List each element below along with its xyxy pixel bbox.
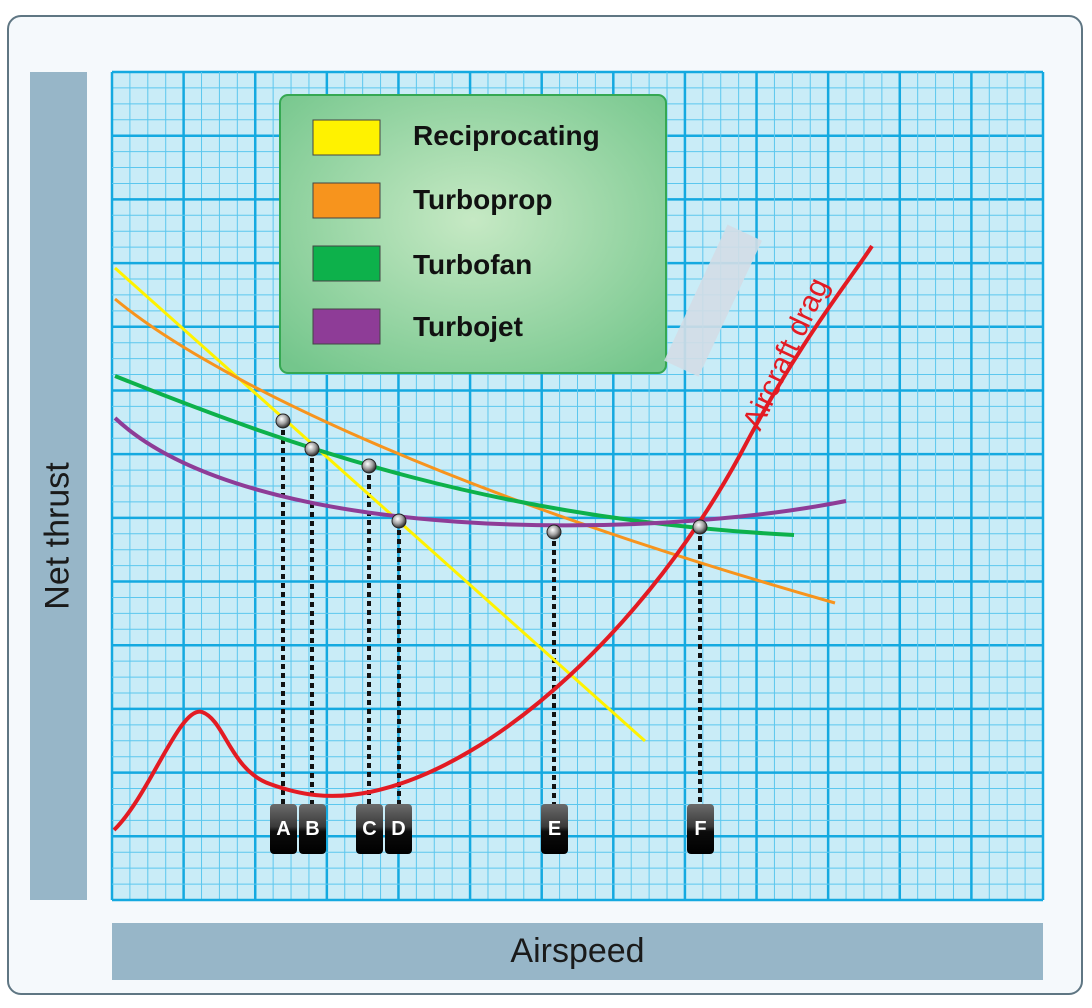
marker-tag-a: A (270, 804, 297, 854)
y-axis-band (30, 72, 87, 900)
intersection-point-f (692, 519, 708, 535)
marker-label-f: F (694, 818, 706, 840)
legend-label-reciprocating: Reciprocating (413, 120, 600, 151)
x-axis-label: Airspeed (510, 932, 645, 970)
legend-box (279, 94, 667, 374)
reciprocating-curve (114, 266, 646, 743)
turbojet-curve (113, 416, 847, 528)
legend-swatch-turboprop (312, 182, 381, 219)
marker-label-b: B (305, 818, 319, 840)
intersection-point-b (304, 441, 320, 457)
marker-label-e: E (548, 818, 561, 840)
legend-label-turbojet: Turbojet (413, 311, 523, 342)
legend-item-reciprocating: Reciprocating (312, 119, 600, 156)
legend-label-turboprop: Turboprop (413, 184, 552, 215)
marker-tag-d-body (385, 804, 412, 854)
marker-tag-b: B (299, 804, 326, 854)
intersection-points (275, 413, 708, 540)
turboprop-curve (114, 297, 836, 605)
legend-item-turbojet: Turbojet (312, 308, 523, 345)
marker-tag-a-body (270, 804, 297, 854)
marker-tag-f-body (687, 804, 714, 854)
intersection-point-d (391, 513, 407, 529)
marker-tag-e-body (541, 804, 568, 854)
legend-item-turboprop: Turboprop (312, 182, 552, 219)
legend-swatch-reciprocating (312, 119, 381, 156)
marker-tag-e: E (541, 804, 568, 854)
marker-tag-c-body (356, 804, 383, 854)
intersection-point-a (275, 413, 291, 429)
marker-label-a: A (276, 818, 290, 840)
x-axis-band (112, 923, 1043, 980)
intersection-point-e (546, 524, 562, 540)
marker-tag-b-body (299, 804, 326, 854)
marker-tag-d: D (385, 804, 412, 854)
drag-label-backdrop (664, 224, 762, 377)
marker-tag-c: C (356, 804, 383, 854)
intersection-point-c (361, 458, 377, 474)
turbofan-curve (114, 374, 795, 537)
legend-swatch-turbofan (312, 245, 381, 282)
drop-lines (281, 421, 702, 810)
marker-tag-f: F (687, 804, 714, 854)
marker-label-d: D (391, 818, 405, 840)
legend-label-turbofan: Turbofan (413, 249, 532, 280)
aircraft-drag-curve (112, 244, 874, 832)
legend-swatch-turbojet (312, 308, 381, 345)
legend-item-turbofan: Turbofan (312, 245, 532, 282)
marker-label-c: C (362, 818, 376, 840)
